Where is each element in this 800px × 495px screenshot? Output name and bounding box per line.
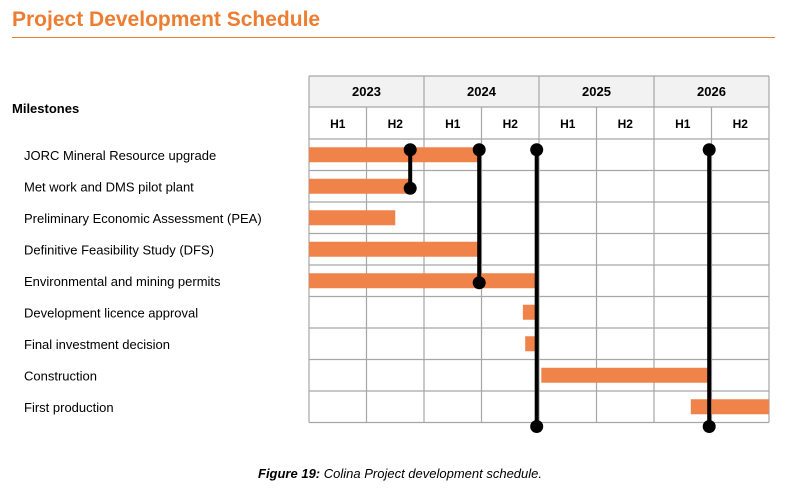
half-label: H2 (388, 117, 404, 131)
task-label: Environmental and mining permits (24, 274, 221, 289)
task-label: Definitive Feasibility Study (DFS) (24, 242, 214, 257)
caption-text: Colina Project development schedule. (323, 466, 542, 481)
milestone-link-layer (403, 143, 716, 433)
caption-label: Figure 19: (258, 466, 321, 481)
milestone-dot (472, 276, 486, 290)
milestone-dot (530, 420, 544, 433)
header-layer: 2023 2024 2025 2026 H1 H2 H1 H2 H1 H2 H1 H2 (330, 84, 748, 131)
half-label: H2 (503, 117, 519, 131)
task-label: JORC Mineral Resource upgrade (24, 148, 216, 163)
half-label: H2 (618, 117, 634, 131)
task-bar (309, 273, 537, 289)
task-bar (309, 241, 480, 257)
grid-layer (308, 75, 770, 424)
year-label: 2024 (467, 84, 497, 99)
task-label: Construction (24, 368, 97, 383)
year-label: 2023 (352, 84, 381, 99)
half-label: H1 (560, 117, 576, 131)
half-label: H1 (445, 117, 461, 131)
task-bar (309, 210, 396, 226)
task-bar (309, 147, 480, 163)
task-bar (541, 367, 710, 383)
milestone-dot (472, 143, 486, 157)
title-divider (12, 37, 775, 38)
task-label: Final investment decision (24, 337, 170, 352)
task-label: Preliminary Economic Assessment (PEA) (24, 211, 262, 226)
figure-caption: Figure 19: Colina Project development sc… (0, 466, 800, 481)
milestone-dot (702, 143, 716, 157)
task-bar (522, 304, 537, 320)
year-label: 2025 (582, 84, 611, 99)
task-bar (525, 336, 537, 352)
year-label: 2026 (697, 84, 726, 99)
row-header-milestones: Milestones (12, 101, 79, 116)
page-title: Project Development Schedule (12, 8, 321, 31)
half-label: H1 (675, 117, 691, 131)
milestone-dot (530, 143, 544, 157)
milestone-dot (702, 420, 716, 433)
task-label: Development licence approval (24, 305, 198, 320)
milestone-dot (403, 143, 417, 157)
half-label: H2 (733, 117, 749, 131)
half-label: H1 (330, 117, 346, 131)
task-bar (309, 178, 411, 194)
task-label: First production (24, 400, 114, 415)
task-label: Met work and DMS pilot plant (24, 179, 194, 194)
milestone-dot (403, 181, 417, 195)
task-bar (690, 399, 769, 415)
task-label-layer: JORC Mineral Resource upgrade Met work an… (24, 148, 262, 415)
